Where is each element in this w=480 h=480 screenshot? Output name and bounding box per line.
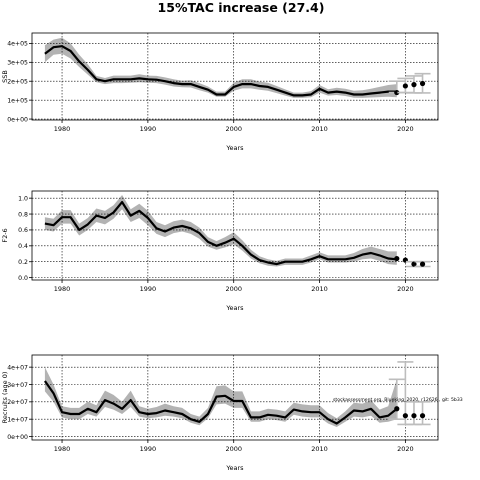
estimate-line (44, 201, 397, 266)
y-tick-label: 0.2 (18, 259, 28, 266)
x-tick-label: 1990 (140, 125, 157, 133)
y-tick-label: 0.8 (18, 211, 28, 218)
confidence-band (44, 37, 397, 98)
y-tick-label: 0.6 (18, 227, 28, 234)
panel-1: 1980 1990 2000 2010 2020 0e+00 1e+05 2e+05 3e+05… (1, 32, 439, 152)
y-axis-label: Recruits (age 0) (1, 372, 9, 424)
x-tick-label: 1980 (54, 285, 71, 293)
x-tick-label: 1980 (54, 445, 71, 453)
y-tick-label: 0.4 (18, 243, 28, 250)
panels-group: 1980 1990 2000 2010 2020 0e+00 1e+05 2e+05 3e+05… (1, 32, 439, 472)
y-tick-label: 2e+07 (7, 399, 28, 406)
y-tick-label: 4e+05 (7, 41, 28, 48)
plot-frame (31, 354, 439, 441)
panel-2: 1980 1990 2000 2010 2020 0.0 0.2 0.4 0.6 0.8 1.0 Ye… (1, 190, 439, 312)
y-tick-label: 1e+07 (7, 416, 28, 423)
forecast-point (402, 413, 408, 419)
forecast-point (411, 261, 417, 267)
x-tick-label: 2020 (397, 285, 414, 293)
x-tick-label: 1990 (140, 445, 157, 453)
estimate-line (44, 45, 397, 97)
forecast-point (394, 255, 400, 262)
x-tick-label: 2010 (311, 445, 328, 453)
forecast-point (419, 80, 426, 87)
estimate-line (44, 380, 398, 425)
x-axis-label: Years (225, 144, 244, 152)
forecast-point (402, 83, 408, 89)
y-tick-label: 0e+00 (7, 116, 28, 123)
y-axis-label: F2-6 (1, 228, 9, 242)
y-tick-label: 1.0 (18, 195, 28, 202)
x-tick-label: 1990 (140, 285, 157, 293)
x-tick-label: 2010 (311, 285, 328, 293)
plot-frame (31, 190, 439, 281)
annotation-text: stockassessment.org, Blueking_2020, r126… (333, 397, 463, 403)
x-axis-label: Years (225, 464, 244, 472)
x-tick-label: 2010 (311, 125, 328, 133)
forecast-point (394, 89, 400, 96)
y-tick-label: 0.0 (18, 275, 28, 282)
y-tick-label: 2e+05 (7, 79, 28, 86)
y-tick-label: 4e+07 (7, 364, 28, 371)
x-tick-label: 2020 (397, 125, 414, 133)
confidence-band (44, 195, 397, 267)
x-tick-label: 2000 (225, 285, 242, 293)
x-tick-label: 2020 (397, 445, 414, 453)
forecast-point (411, 413, 417, 419)
chart-title: 15%TAC increase (27.4) (158, 0, 325, 15)
forecast-point (419, 413, 426, 419)
y-tick-label: 1e+05 (7, 97, 28, 104)
y-tick-label: 3e+07 (7, 382, 28, 389)
x-tick-label: 1980 (54, 125, 71, 133)
plot-frame (31, 32, 439, 121)
y-tick-label: 3e+05 (7, 60, 28, 67)
panel-3: 1980 1990 2000 2010 2020 0e+00 1e+07 2e+07 3e+07… (1, 354, 439, 472)
forecast-point (411, 82, 417, 88)
x-tick-label: 2000 (225, 125, 242, 133)
y-axis-label: SSB (1, 70, 9, 83)
y-tick-label: 0e+00 (7, 434, 28, 441)
x-axis-label: Years (225, 304, 244, 312)
forecast-point (394, 406, 400, 412)
x-tick-label: 2000 (225, 445, 242, 453)
forecast-point (419, 261, 426, 267)
